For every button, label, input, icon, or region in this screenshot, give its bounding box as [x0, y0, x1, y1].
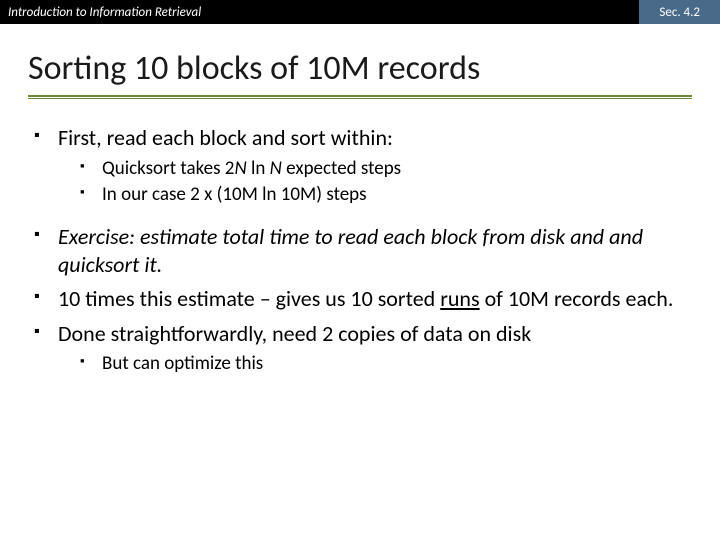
bullet-1-sub-2: In our case 2 x (10M ln 10M) steps — [80, 183, 686, 207]
slide-title: Sorting 10 blocks of 10M records — [28, 50, 692, 87]
header-section-badge: Sec. 4.2 — [639, 0, 720, 24]
bullet-1-sub-1: Quicksort takes 2N ln N expected steps — [80, 157, 686, 181]
header-left-text: Introduction to Information Retrieval — [8, 5, 201, 20]
bullet-4-sub-1: But can optimize this — [80, 352, 686, 376]
bullet-4-text: Done straightforwardly, need 2 copies of… — [58, 320, 531, 347]
slide-content: First, read each block and sort within: … — [0, 106, 720, 376]
title-underline — [28, 95, 692, 98]
bullet-3: 10 times this estimate – gives us 10 sor… — [34, 285, 686, 313]
header-bar: Introduction to Information Retrieval Se… — [0, 0, 720, 24]
title-area: Sorting 10 blocks of 10M records — [0, 24, 720, 106]
bullet-1-text: First, read each block and sort within: — [58, 124, 393, 151]
bullet-4: Done straightforwardly, need 2 copies of… — [34, 320, 686, 376]
bullet-2-text: Exercise: estimate total time to read ea… — [58, 223, 643, 278]
bullet-1: First, read each block and sort within: … — [34, 124, 686, 207]
bullet-2: Exercise: estimate total time to read ea… — [34, 223, 686, 279]
